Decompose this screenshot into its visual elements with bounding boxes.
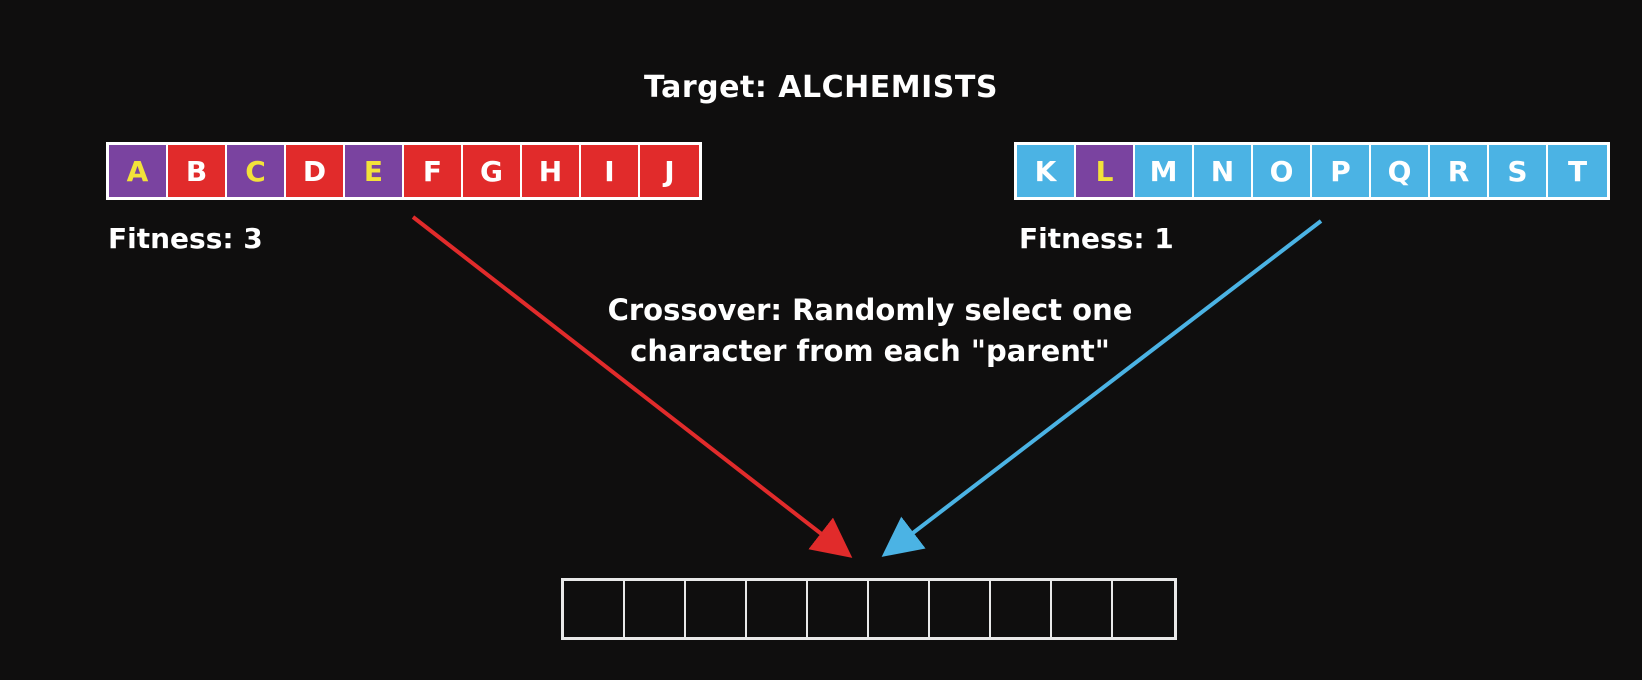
gene-cell: S xyxy=(1489,145,1548,197)
gene-cell: Q xyxy=(1371,145,1430,197)
gene-cell: F xyxy=(404,145,463,197)
gene-cell: P xyxy=(1312,145,1371,197)
child-gene-cell xyxy=(625,581,686,637)
caption-line-2: character from each "parent" xyxy=(630,334,1110,368)
gene-cell: D xyxy=(286,145,345,197)
arrow-left-parent-to-child xyxy=(411,215,853,558)
child-gene-cell xyxy=(808,581,869,637)
gene-cell: I xyxy=(581,145,640,197)
gene-cell: G xyxy=(463,145,522,197)
gene-cell: R xyxy=(1430,145,1489,197)
gene-cell: B xyxy=(168,145,227,197)
child-gene-cell xyxy=(869,581,930,637)
child-genome xyxy=(561,578,1177,640)
child-gene-cell xyxy=(1113,581,1174,637)
gene-cell: N xyxy=(1194,145,1253,197)
parent-left-fitness: Fitness: 3 xyxy=(108,222,263,255)
gene-cell: T xyxy=(1548,145,1607,197)
gene-cell: A xyxy=(109,145,168,197)
gene-cell: E xyxy=(345,145,404,197)
gene-cell: C xyxy=(227,145,286,197)
target-title: Target: ALCHEMISTS xyxy=(644,70,998,105)
crossover-caption: Crossover: Randomly select one character… xyxy=(470,290,1270,372)
parent-right-fitness: Fitness: 1 xyxy=(1019,222,1174,255)
arrow-right-parent-to-child xyxy=(881,219,1323,557)
gene-cell: H xyxy=(522,145,581,197)
child-gene-cell xyxy=(930,581,991,637)
child-gene-cell xyxy=(564,581,625,637)
child-gene-cell xyxy=(991,581,1052,637)
child-gene-cell xyxy=(1052,581,1113,637)
caption-line-1: Crossover: Randomly select one xyxy=(607,293,1133,327)
gene-cell: O xyxy=(1253,145,1312,197)
gene-cell: M xyxy=(1135,145,1194,197)
gene-cell: K xyxy=(1017,145,1076,197)
gene-cell: L xyxy=(1076,145,1135,197)
child-gene-cell xyxy=(686,581,747,637)
gene-cell: J xyxy=(640,145,699,197)
child-gene-cell xyxy=(747,581,808,637)
